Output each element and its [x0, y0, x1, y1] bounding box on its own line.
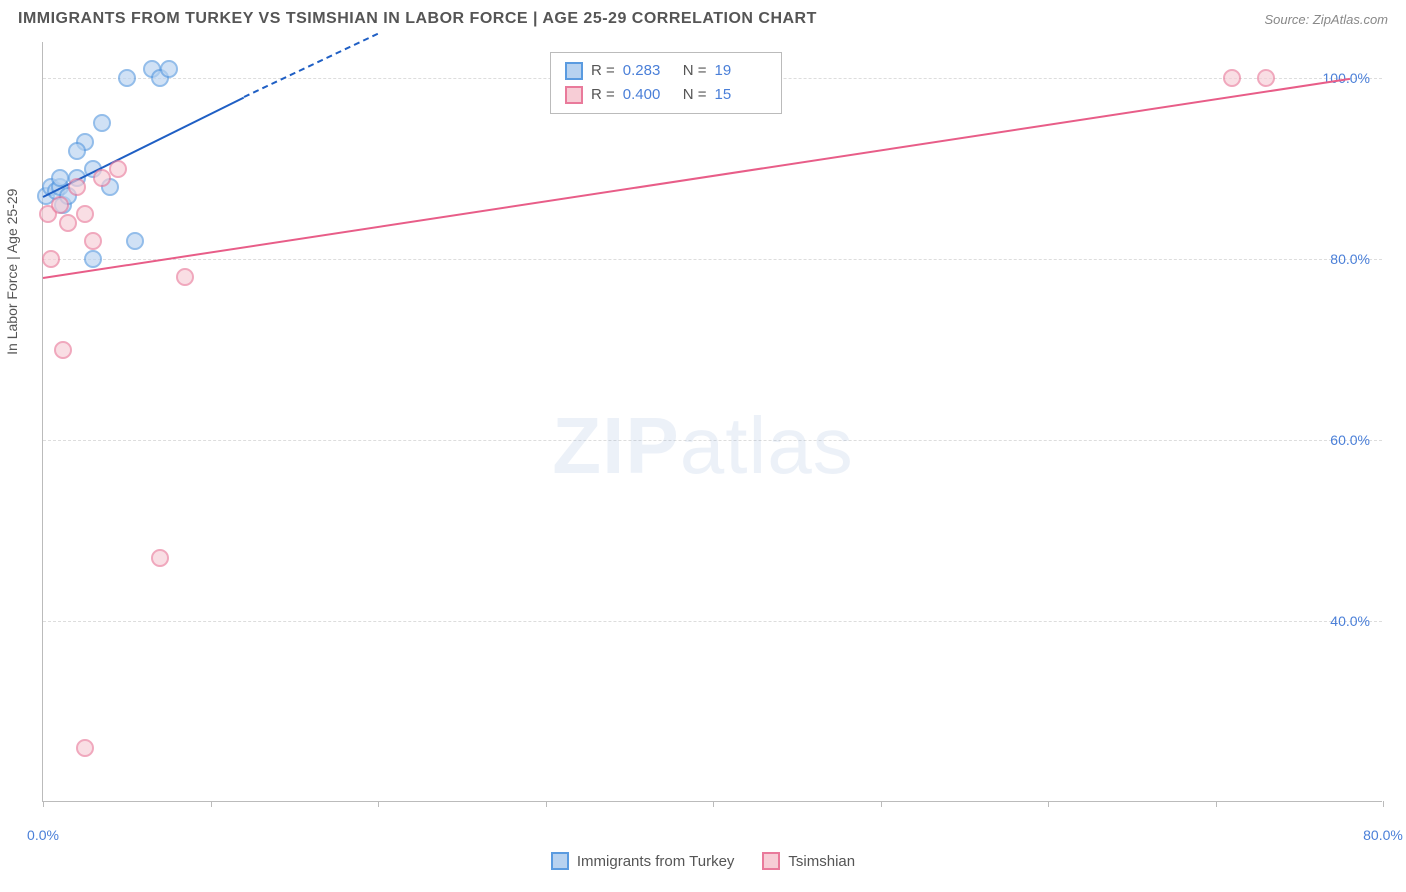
legend-swatch — [565, 86, 583, 104]
data-point — [93, 169, 111, 187]
y-axis-label: In Labor Force | Age 25-29 — [4, 189, 20, 355]
x-tick — [43, 801, 44, 807]
data-point — [76, 739, 94, 757]
data-point — [84, 250, 102, 268]
x-tick — [211, 801, 212, 807]
data-point — [54, 341, 72, 359]
series-legend-item: Tsimshian — [762, 852, 855, 870]
source-label: Source: ZipAtlas.com — [1264, 12, 1388, 27]
legend-n-value: 15 — [715, 83, 767, 107]
x-tick — [881, 801, 882, 807]
title-bar: IMMIGRANTS FROM TURKEY VS TSIMSHIAN IN L… — [0, 0, 1406, 38]
data-point — [84, 232, 102, 250]
data-point — [109, 160, 127, 178]
trend-line-extension — [244, 33, 379, 98]
data-point — [42, 250, 60, 268]
legend-n-value: 19 — [715, 59, 767, 83]
x-tick-label: 0.0% — [27, 827, 59, 843]
y-tick-label: 40.0% — [1330, 613, 1370, 629]
legend-swatch — [565, 62, 583, 80]
legend-r-value: 0.400 — [623, 83, 675, 107]
x-tick-label: 80.0% — [1363, 827, 1403, 843]
x-tick — [1216, 801, 1217, 807]
gridline — [43, 259, 1382, 260]
series-legend: Immigrants from Turkey Tsimshian — [0, 852, 1406, 870]
data-point — [151, 549, 169, 567]
data-point — [126, 232, 144, 250]
x-tick — [1048, 801, 1049, 807]
series-legend-item: Immigrants from Turkey — [551, 852, 735, 870]
data-point — [1223, 69, 1241, 87]
x-tick — [378, 801, 379, 807]
y-tick-label: 60.0% — [1330, 432, 1370, 448]
legend-label: Tsimshian — [788, 853, 855, 870]
correlation-legend: R = 0.283 N = 19 R = 0.400 N = 15 — [550, 52, 782, 114]
data-point — [59, 214, 77, 232]
y-tick-label: 80.0% — [1330, 251, 1370, 267]
data-point — [118, 69, 136, 87]
legend-r-key: R = — [591, 59, 615, 83]
x-tick — [546, 801, 547, 807]
correlation-legend-row: R = 0.283 N = 19 — [565, 59, 767, 83]
gridline — [43, 440, 1382, 441]
data-point — [68, 178, 86, 196]
plot-area: 40.0%60.0%80.0%100.0%0.0%80.0% — [42, 42, 1382, 802]
legend-r-value: 0.283 — [623, 59, 675, 83]
x-tick — [713, 801, 714, 807]
data-point — [76, 205, 94, 223]
x-tick — [1383, 801, 1384, 807]
data-point — [51, 196, 69, 214]
legend-label: Immigrants from Turkey — [577, 853, 735, 870]
legend-swatch — [762, 852, 780, 870]
data-point — [68, 142, 86, 160]
legend-r-key: R = — [591, 83, 615, 107]
correlation-legend-row: R = 0.400 N = 15 — [565, 83, 767, 107]
data-point — [93, 114, 111, 132]
gridline — [43, 621, 1382, 622]
legend-n-key: N = — [683, 59, 707, 83]
legend-swatch — [551, 852, 569, 870]
data-point — [1257, 69, 1275, 87]
data-point — [176, 268, 194, 286]
chart-title: IMMIGRANTS FROM TURKEY VS TSIMSHIAN IN L… — [18, 10, 817, 28]
data-point — [160, 60, 178, 78]
legend-n-key: N = — [683, 83, 707, 107]
